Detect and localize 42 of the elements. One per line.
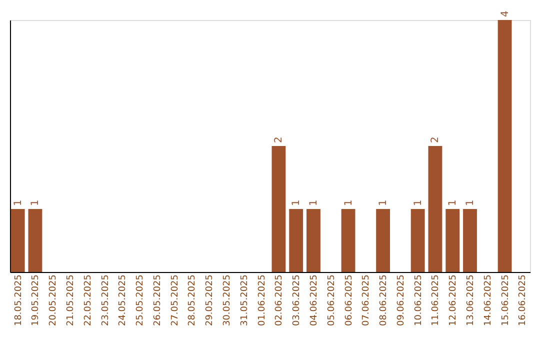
x-tick-label: 13.06.2025 — [466, 274, 476, 326]
x-tick-label: 12.06.2025 — [448, 274, 459, 326]
x-tick-label: 23.05.2025 — [100, 274, 111, 326]
data-label: 1 — [291, 200, 302, 206]
data-label: 4 — [500, 10, 511, 17]
x-tick-label: 01.06.2025 — [257, 274, 268, 326]
data-label: 2 — [430, 136, 442, 143]
x-tick-label: 28.05.2025 — [188, 274, 198, 326]
x-tick-label: 18.05.2025 — [14, 274, 24, 326]
x-tick-label: 25.05.2025 — [136, 274, 146, 326]
x-tick-label: 21.05.2025 — [66, 274, 76, 326]
data-label: 2 — [274, 136, 285, 143]
x-tick-label: 09.06.2025 — [396, 274, 406, 326]
data-label: 1 — [12, 200, 24, 206]
x-tick-label: 30.05.2025 — [222, 274, 233, 326]
x-tick-label: 10.06.2025 — [414, 274, 424, 326]
x-tick-label: 05.06.2025 — [326, 274, 337, 326]
x-tick-label: 14.06.2025 — [483, 274, 494, 326]
x-tick-label: 08.06.2025 — [379, 274, 390, 326]
x-tick-label: 22.05.2025 — [83, 274, 94, 326]
x-tick-label: 02.06.2025 — [274, 274, 285, 326]
x-tick-label: 16.06.2025 — [518, 274, 528, 326]
x-tick-label: 06.06.2025 — [344, 274, 354, 326]
x-tick-label: 19.05.2025 — [31, 274, 42, 326]
data-label: 1 — [30, 200, 42, 206]
x-tick-label: 31.05.2025 — [240, 274, 250, 326]
data-label: 1 — [343, 200, 354, 206]
data-label: 1 — [308, 200, 320, 206]
x-tick-label: 11.06.2025 — [431, 274, 442, 326]
data-label: 1 — [465, 200, 476, 206]
x-tick-label: 26.05.2025 — [152, 274, 163, 326]
x-tick-label: 03.06.2025 — [292, 274, 302, 326]
x-tick-label: 27.05.2025 — [170, 274, 180, 326]
data-label: 1 — [378, 200, 390, 206]
x-tick-label: 24.05.2025 — [118, 274, 128, 326]
x-tick-label: 20.05.2025 — [48, 274, 59, 326]
x-tick-label: 15.06.2025 — [500, 274, 511, 326]
x-tick-label: 07.06.2025 — [362, 274, 372, 326]
data-label: 1 — [412, 200, 424, 206]
data-label: 1 — [448, 200, 459, 206]
x-tick-label: 29.05.2025 — [205, 274, 216, 326]
x-tick-label: 04.06.2025 — [309, 274, 320, 326]
